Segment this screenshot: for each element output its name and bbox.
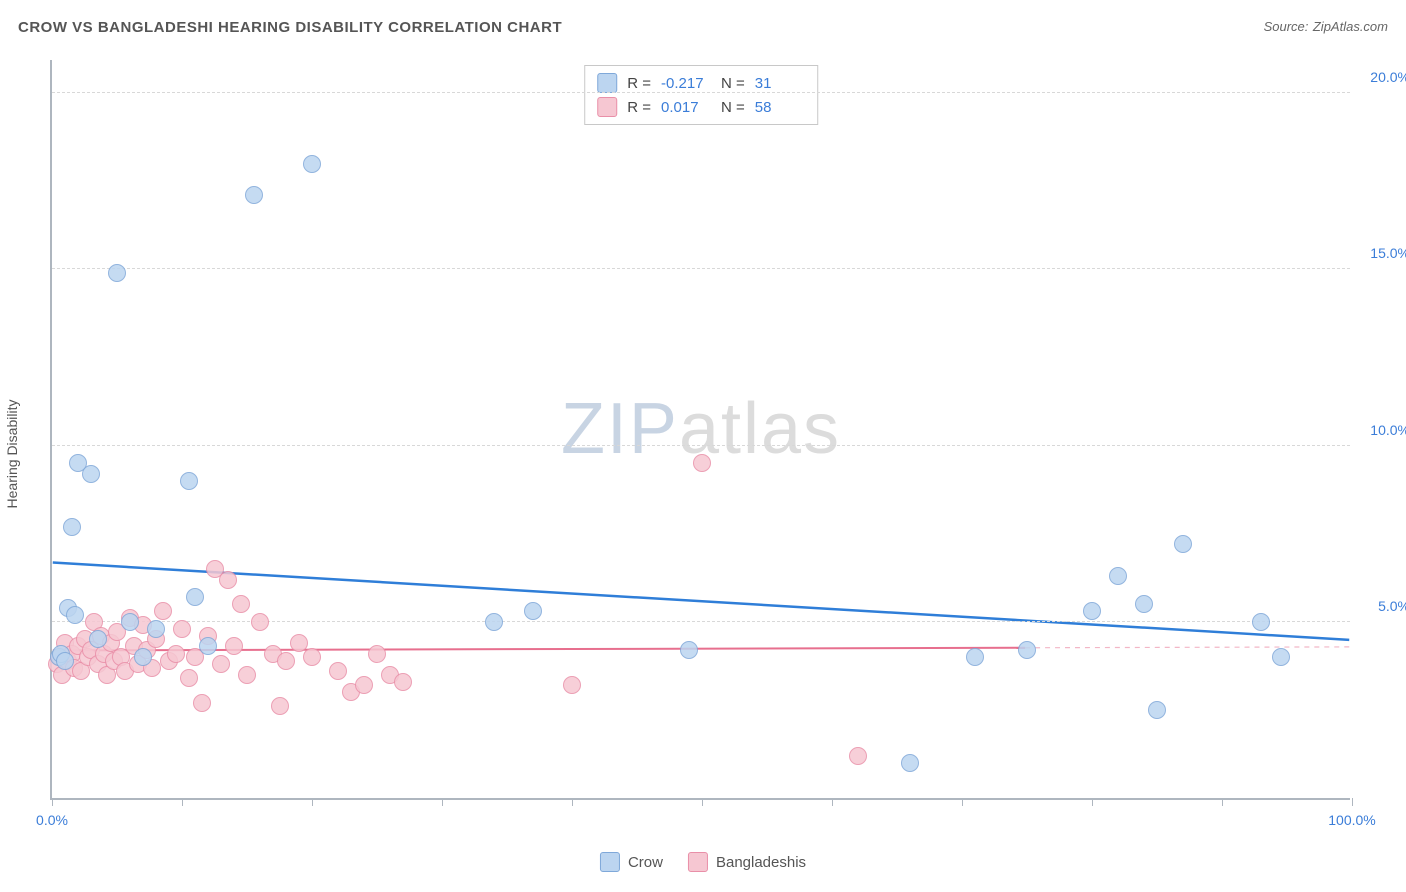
y-tick-label: 5.0% (1355, 598, 1406, 614)
stats-n-label: N = (721, 75, 745, 92)
data-point (485, 613, 503, 631)
trend-line-dashed (1025, 647, 1349, 648)
x-tick-label: 0.0% (36, 812, 68, 828)
x-tick (1092, 798, 1093, 806)
series-swatch (597, 73, 617, 93)
legend-swatch (600, 852, 620, 872)
legend-label: Crow (628, 854, 663, 871)
data-point (1148, 701, 1166, 719)
x-tick-label: 100.0% (1328, 812, 1375, 828)
data-point (134, 648, 152, 666)
data-point (693, 454, 711, 472)
data-point (680, 641, 698, 659)
data-point (225, 637, 243, 655)
source-attribution: Source: ZipAtlas.com (1264, 18, 1388, 36)
y-tick-label: 10.0% (1355, 422, 1406, 438)
stats-row: R = 0.017 N = 58 (597, 95, 805, 119)
data-point (193, 694, 211, 712)
y-tick-label: 20.0% (1355, 69, 1406, 85)
x-tick (182, 798, 183, 806)
data-point (66, 606, 84, 624)
x-tick (702, 798, 703, 806)
legend-label: Bangladeshis (716, 854, 806, 871)
x-tick (442, 798, 443, 806)
x-tick (312, 798, 313, 806)
gridline (52, 445, 1350, 446)
data-point (251, 613, 269, 631)
data-point (232, 595, 250, 613)
stats-r-label: R = (627, 75, 651, 92)
data-point (63, 518, 81, 536)
scatter-chart: ZIPatlas R =-0.217N =31R =0.017N =58 5.0… (50, 60, 1350, 800)
legend-item: Crow (600, 852, 663, 872)
data-point (238, 666, 256, 684)
data-point (849, 747, 867, 765)
data-point (154, 602, 172, 620)
data-point (219, 571, 237, 589)
source-label: Source: (1264, 19, 1309, 34)
data-point (56, 652, 74, 670)
data-point (1135, 595, 1153, 613)
chart-legend: Crow Bangladeshis (600, 852, 806, 872)
data-point (524, 602, 542, 620)
chart-title: CROW VS BANGLADESHI HEARING DISABILITY C… (18, 19, 562, 36)
correlation-stats-box: R = -0.217 N = 31 R = 0.017 N = 58 (584, 65, 818, 125)
x-tick (832, 798, 833, 806)
series-swatch (597, 97, 617, 117)
x-tick (52, 798, 53, 806)
data-point (180, 472, 198, 490)
data-point (563, 676, 581, 694)
data-point (167, 645, 185, 663)
data-point (1018, 641, 1036, 659)
stats-r-value: -0.217 (661, 75, 711, 92)
data-point (303, 648, 321, 666)
data-point (329, 662, 347, 680)
data-point (901, 754, 919, 772)
data-point (966, 648, 984, 666)
data-point (368, 645, 386, 663)
data-point (1272, 648, 1290, 666)
y-axis-label: Hearing Disability (4, 400, 20, 509)
data-point (277, 652, 295, 670)
legend-swatch (688, 852, 708, 872)
stats-n-label: N = (721, 99, 745, 116)
legend-item: Bangladeshis (688, 852, 806, 872)
data-point (1252, 613, 1270, 631)
gridline (52, 621, 1350, 622)
data-point (199, 637, 217, 655)
data-point (1174, 535, 1192, 553)
data-point (303, 155, 321, 173)
watermark-zip: ZIP (561, 389, 679, 469)
data-point (186, 588, 204, 606)
y-tick-label: 15.0% (1355, 245, 1406, 261)
x-tick (572, 798, 573, 806)
source-name: ZipAtlas.com (1313, 19, 1388, 34)
data-point (245, 186, 263, 204)
chart-header: CROW VS BANGLADESHI HEARING DISABILITY C… (18, 18, 1388, 36)
gridline (52, 268, 1350, 269)
x-tick (1222, 798, 1223, 806)
data-point (1083, 602, 1101, 620)
stats-r-value: 0.017 (661, 99, 711, 116)
data-point (180, 669, 198, 687)
data-point (271, 697, 289, 715)
x-tick (962, 798, 963, 806)
data-point (89, 630, 107, 648)
data-point (1109, 567, 1127, 585)
data-point (108, 264, 126, 282)
data-point (212, 655, 230, 673)
data-point (82, 465, 100, 483)
stats-n-value: 58 (755, 99, 805, 116)
data-point (147, 620, 165, 638)
gridline (52, 92, 1350, 93)
data-point (121, 613, 139, 631)
data-point (355, 676, 373, 694)
stats-n-value: 31 (755, 75, 805, 92)
stats-r-label: R = (627, 99, 651, 116)
data-point (394, 673, 412, 691)
data-point (173, 620, 191, 638)
trend-lines-svg (52, 60, 1350, 798)
x-tick (1352, 798, 1353, 806)
